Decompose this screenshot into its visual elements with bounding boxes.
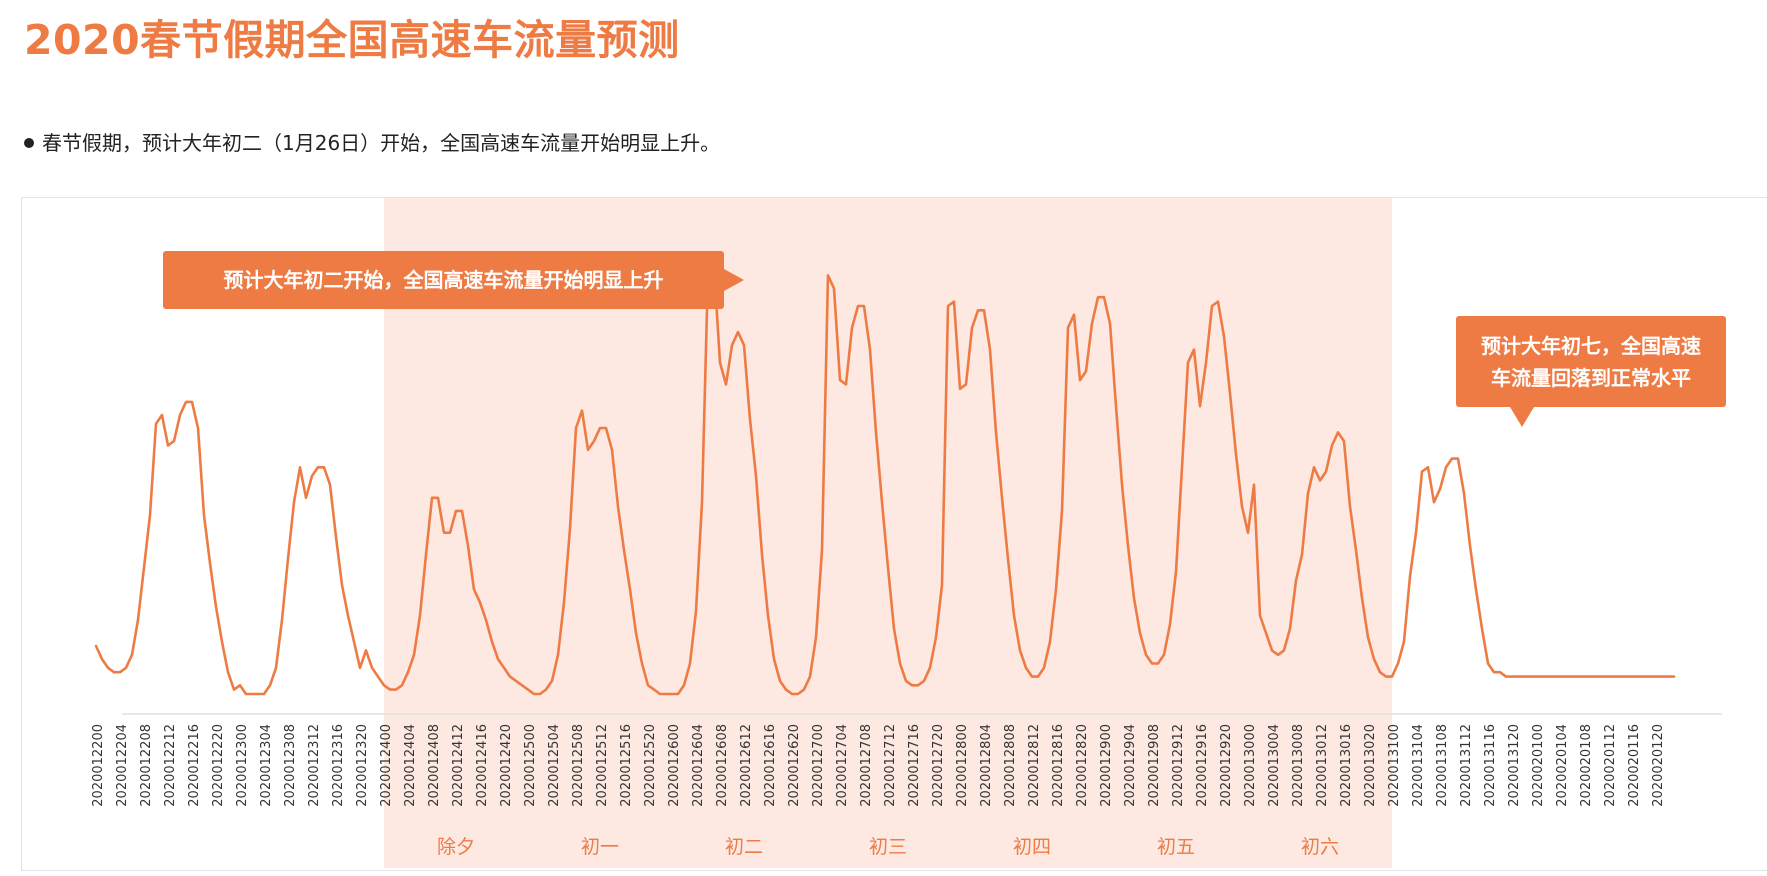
x-tick-label: 2020020108	[1579, 724, 1594, 807]
x-tick-label: 2020012308	[283, 724, 298, 807]
x-tick-label: 2020012716	[907, 724, 922, 807]
x-tick-label: 2020012804	[979, 724, 994, 807]
x-tick-label: 2020012420	[499, 724, 514, 807]
traffic-line-chart: 2020012200 2020012204 2020012208 2020012212…	[91, 198, 1722, 868]
x-tick-label: 2020012904	[1123, 724, 1138, 807]
day-label: 初二	[725, 836, 763, 858]
x-tick-label: 2020012216	[187, 724, 202, 807]
x-tick-label: 2020012300	[235, 724, 250, 807]
x-tick-label: 2020013012	[1315, 724, 1330, 807]
callout-return-line1: 预计大年初七，全国高速	[1481, 334, 1701, 358]
x-tick-label: 2020012620	[787, 724, 802, 807]
x-tick-label: 2020012400	[379, 724, 394, 807]
x-tick-label: 2020012608	[715, 724, 730, 807]
x-tick-label: 2020012920	[1219, 724, 1234, 807]
x-tick-label: 2020012508	[571, 724, 586, 807]
page-title: 2020春节假期全国高速车流量预测	[24, 16, 680, 64]
x-tick-label: 2020012704	[835, 724, 850, 807]
x-tick-label: 2020013016	[1339, 724, 1354, 807]
x-tick-label: 2020012212	[163, 724, 178, 807]
x-tick-label: 2020012712	[883, 724, 898, 807]
x-tick-label: 2020020116	[1627, 724, 1642, 807]
x-tick-label: 2020012800	[955, 724, 970, 807]
holiday-band	[384, 198, 1392, 868]
x-tick-label: 2020013020	[1363, 724, 1378, 807]
x-tick-label: 2020012908	[1147, 724, 1162, 807]
x-tick-label: 2020012520	[643, 724, 658, 807]
day-label: 初六	[1301, 836, 1339, 858]
day-label: 除夕	[437, 836, 475, 858]
x-tick-label: 2020013116	[1483, 724, 1498, 807]
x-tick-label: 2020012700	[811, 724, 826, 807]
x-tick-label: 2020012404	[403, 724, 418, 807]
day-label: 初四	[1013, 836, 1051, 858]
x-tick-label: 2020012512	[595, 724, 610, 807]
x-tick-label: 2020012808	[1003, 724, 1018, 807]
day-label: 初三	[869, 836, 907, 858]
x-tick-label: 2020012204	[115, 724, 130, 807]
callout-return: 预计大年初七，全国高速 车流量回落到正常水平	[1456, 316, 1726, 427]
x-tick-label: 2020020100	[1531, 724, 1546, 807]
x-tick-label: 2020012416	[475, 724, 490, 807]
x-tick-label: 2020012916	[1195, 724, 1210, 807]
x-tick-label: 2020013120	[1507, 724, 1522, 807]
traffic-series-line	[94, 265, 1676, 696]
x-tick-label: 2020020120	[1651, 724, 1666, 807]
x-tick-label: 2020020104	[1555, 724, 1570, 807]
callout-return-line2: 车流量回落到正常水平	[1491, 366, 1691, 390]
day-label: 初一	[581, 836, 619, 858]
bullet-dot-icon	[24, 137, 34, 148]
x-tick-label: 2020013004	[1267, 724, 1282, 807]
x-tick-label: 2020013008	[1291, 724, 1306, 807]
x-tick-label: 2020013100	[1387, 724, 1402, 807]
x-tick-label: 2020012500	[523, 724, 538, 807]
x-tick-label: 2020012220	[211, 724, 226, 807]
x-tick-label: 2020012816	[1051, 724, 1066, 807]
x-tick-label: 2020012412	[451, 724, 466, 807]
x-tick-label: 2020012208	[139, 724, 154, 807]
x-tick-label: 2020012708	[859, 724, 874, 807]
x-tick-label: 2020012812	[1027, 724, 1042, 807]
x-tick-label: 2020013108	[1435, 724, 1450, 807]
x-tick-label: 2020013000	[1243, 724, 1258, 807]
callout-rise: 预计大年初二开始，全国高速车流量开始明显上升	[163, 251, 744, 309]
x-tick-label: 2020012304	[259, 724, 274, 807]
subtitle-text: 春节假期，预计大年初二（1月26日）开始，全国高速车流量开始明显上升。	[42, 131, 721, 155]
x-tick-label: 2020012516	[619, 724, 634, 807]
x-tick-label: 2020012820	[1075, 724, 1090, 807]
x-tick-label: 2020012312	[307, 724, 322, 807]
x-tick-label: 2020012604	[691, 724, 706, 807]
x-tick-label: 2020013104	[1411, 724, 1426, 807]
x-tick-label: 2020012316	[331, 724, 346, 807]
x-tick-label: 2020012408	[427, 724, 442, 807]
x-tick-label: 2020012200	[91, 724, 106, 807]
x-tick-label: 2020012912	[1171, 724, 1186, 807]
x-tick-label: 2020012720	[931, 724, 946, 807]
subtitle: 春节假期，预计大年初二（1月26日）开始，全国高速车流量开始明显上升。	[24, 127, 720, 156]
x-tick-label: 2020012900	[1099, 724, 1114, 807]
x-tick-label: 2020012600	[667, 724, 682, 807]
chart-panel: 2020012200 2020012204 2020012208 2020012212…	[21, 197, 1767, 871]
x-tick-label: 2020012612	[739, 724, 754, 807]
day-label: 初五	[1157, 836, 1195, 858]
x-tick-label: 2020012320	[355, 724, 370, 807]
x-tick-label: 2020012504	[547, 724, 562, 807]
x-tick-label: 2020012616	[763, 724, 778, 807]
x-tick-label: 2020020112	[1603, 724, 1618, 807]
x-tick-label: 2020013112	[1459, 724, 1474, 807]
